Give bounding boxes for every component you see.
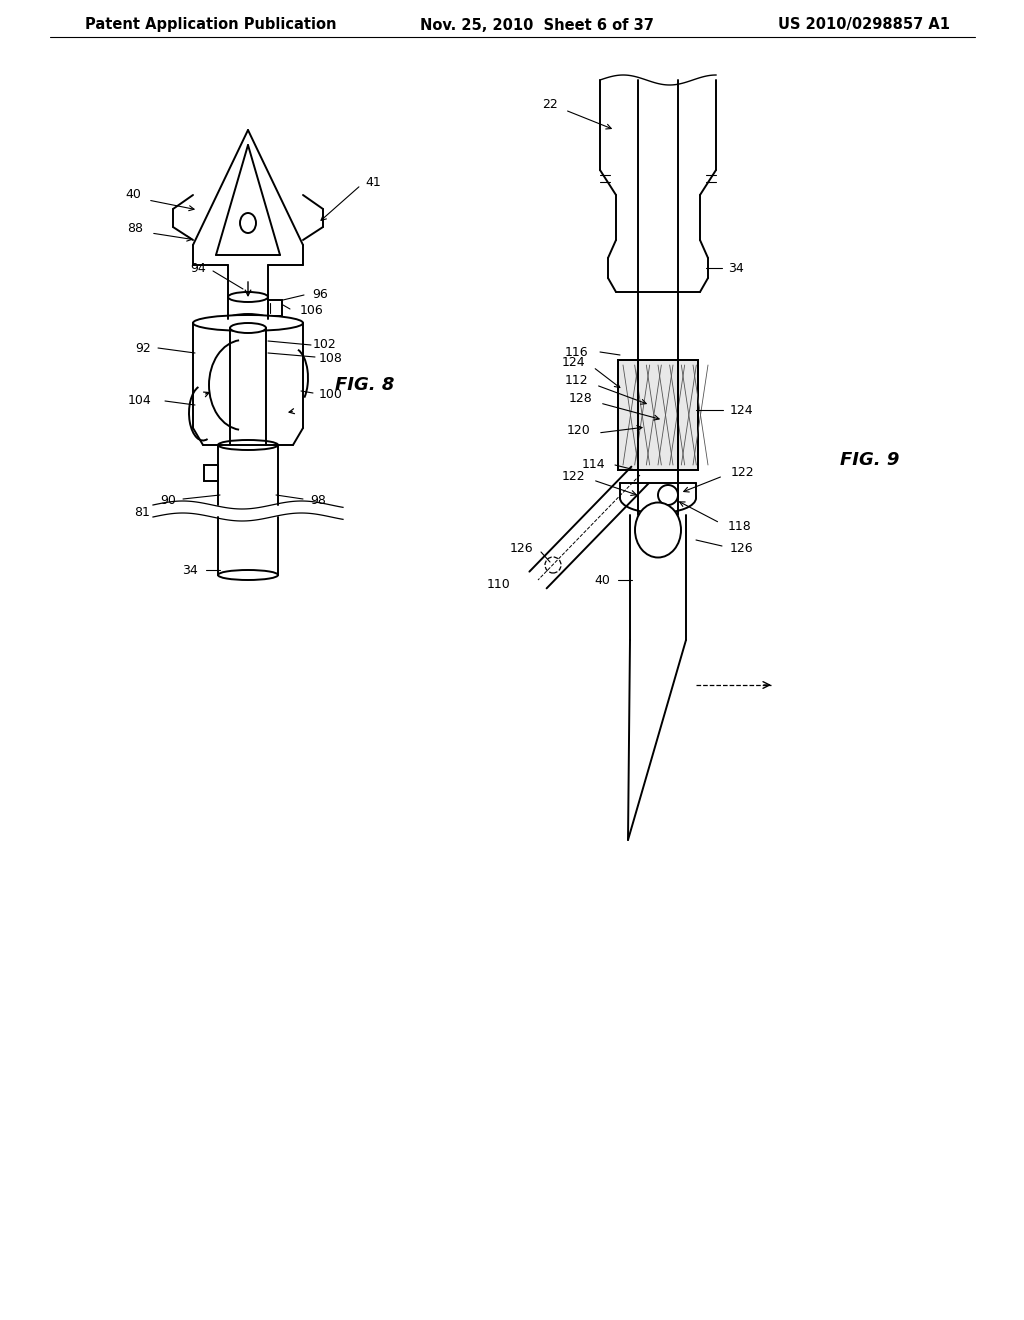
Text: 90: 90: [160, 494, 176, 507]
Text: 114: 114: [582, 458, 605, 471]
Text: 34: 34: [182, 564, 198, 577]
Text: 124: 124: [730, 404, 754, 417]
Text: 92: 92: [135, 342, 151, 355]
Text: 118: 118: [728, 520, 752, 532]
Text: 94: 94: [190, 263, 206, 276]
Text: 116: 116: [564, 346, 588, 359]
Ellipse shape: [230, 323, 266, 333]
Ellipse shape: [240, 213, 256, 234]
Text: 34: 34: [728, 261, 743, 275]
Text: US 2010/0298857 A1: US 2010/0298857 A1: [778, 17, 950, 33]
Ellipse shape: [218, 440, 278, 450]
Text: 104: 104: [127, 395, 151, 408]
Ellipse shape: [218, 570, 278, 579]
Bar: [618, 360, 698, 470]
Text: FIG. 9: FIG. 9: [841, 451, 900, 469]
Text: Patent Application Publication: Patent Application Publication: [85, 17, 337, 33]
Text: 128: 128: [568, 392, 592, 405]
Text: 88: 88: [127, 223, 143, 235]
Bar: [268, 300, 282, 315]
Text: 112: 112: [564, 374, 588, 387]
Text: 96: 96: [312, 289, 328, 301]
Text: 108: 108: [319, 352, 343, 366]
Ellipse shape: [228, 292, 268, 302]
Text: 22: 22: [543, 99, 558, 111]
Text: 124: 124: [561, 356, 585, 370]
Text: 120: 120: [566, 424, 590, 437]
Ellipse shape: [193, 315, 303, 331]
Bar: [204, 465, 218, 480]
Text: 126: 126: [509, 541, 534, 554]
Text: 122: 122: [561, 470, 585, 483]
Circle shape: [658, 484, 678, 506]
Ellipse shape: [635, 503, 681, 557]
Text: 126: 126: [730, 541, 754, 554]
Text: 110: 110: [486, 578, 510, 591]
Text: 81: 81: [134, 507, 150, 520]
Text: Nov. 25, 2010  Sheet 6 of 37: Nov. 25, 2010 Sheet 6 of 37: [420, 17, 654, 33]
Bar: [618, 360, 698, 470]
Ellipse shape: [620, 483, 696, 513]
Text: 40: 40: [125, 189, 141, 202]
Text: 98: 98: [310, 494, 326, 507]
Text: 100: 100: [319, 388, 343, 401]
Ellipse shape: [228, 314, 268, 323]
Text: 40: 40: [594, 573, 610, 586]
Circle shape: [545, 557, 561, 573]
Text: 122: 122: [731, 466, 755, 479]
Text: 102: 102: [313, 338, 337, 351]
Text: 106: 106: [300, 305, 324, 318]
Text: FIG. 8: FIG. 8: [335, 376, 394, 393]
Bar: [620, 480, 696, 498]
Text: 41: 41: [365, 176, 381, 189]
